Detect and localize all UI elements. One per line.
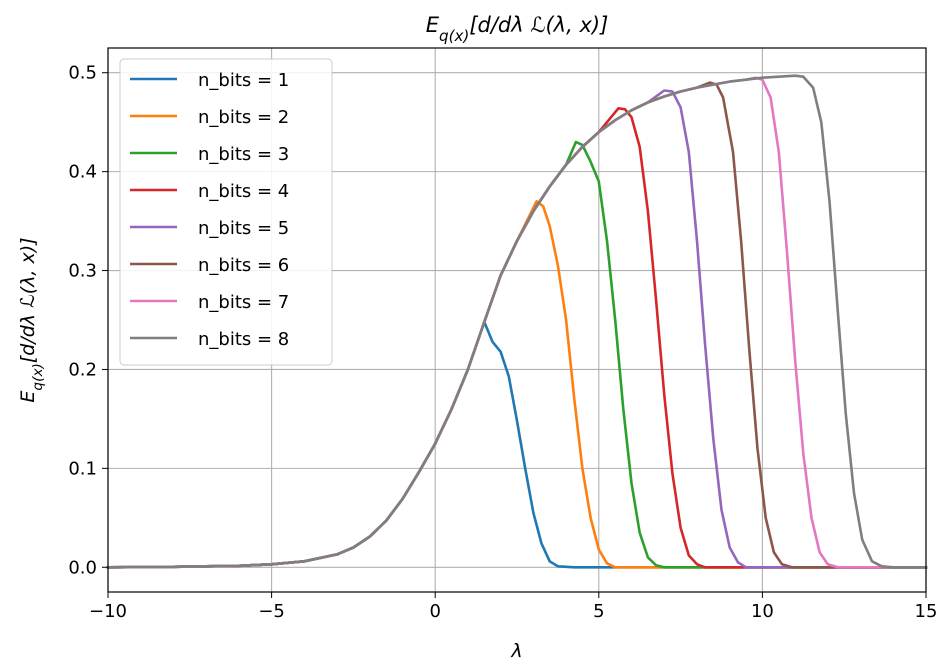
legend-label-7: n_bits = 7 [198, 292, 289, 313]
y-tick-label: 0.0 [68, 557, 97, 578]
legend-label-2: n_bits = 2 [198, 107, 289, 128]
axis-ticks: −10 −5 0 5 10 15 0.0 0.1 0.2 0.3 0.4 0.5 [68, 63, 937, 622]
legend: n_bits = 1 n_bits = 2 n_bits = 3 n_bits = 4… [119, 58, 333, 366]
y-tick-label: 0.4 [68, 162, 97, 183]
x-tick-label: 0 [429, 601, 440, 622]
series-line-8 [106, 74, 928, 569]
y-tick-label: 0.3 [68, 261, 97, 282]
legend-box [119, 58, 333, 366]
y-tick-label: 0.1 [68, 458, 97, 479]
x-tick-label: 5 [593, 601, 604, 622]
series-lines [106, 74, 928, 569]
y-tick-label: 0.5 [68, 63, 97, 84]
x-tick-label: −5 [258, 601, 285, 622]
chart-title: Eq(x)[d/dλ ℒ(λ, x)] [426, 13, 609, 45]
plot-frame [107, 47, 927, 593]
legend-label-1: n_bits = 1 [198, 70, 289, 91]
y-tick-label: 0.2 [68, 359, 97, 380]
y-axis-label: Eq(x)[d/dλ ℒ(λ, x)] [17, 237, 46, 402]
legend-label-3: n_bits = 3 [198, 144, 289, 165]
x-tick-label: 10 [751, 601, 774, 622]
x-tick-label: −10 [89, 601, 127, 622]
x-axis-label: λ [510, 640, 522, 662]
legend-label-8: n_bits = 8 [198, 329, 289, 350]
legend-label-5: n_bits = 5 [198, 218, 289, 239]
x-tick-label: 15 [915, 601, 938, 622]
legend-label-4: n_bits = 4 [198, 181, 289, 202]
legend-label-6: n_bits = 6 [198, 255, 289, 276]
